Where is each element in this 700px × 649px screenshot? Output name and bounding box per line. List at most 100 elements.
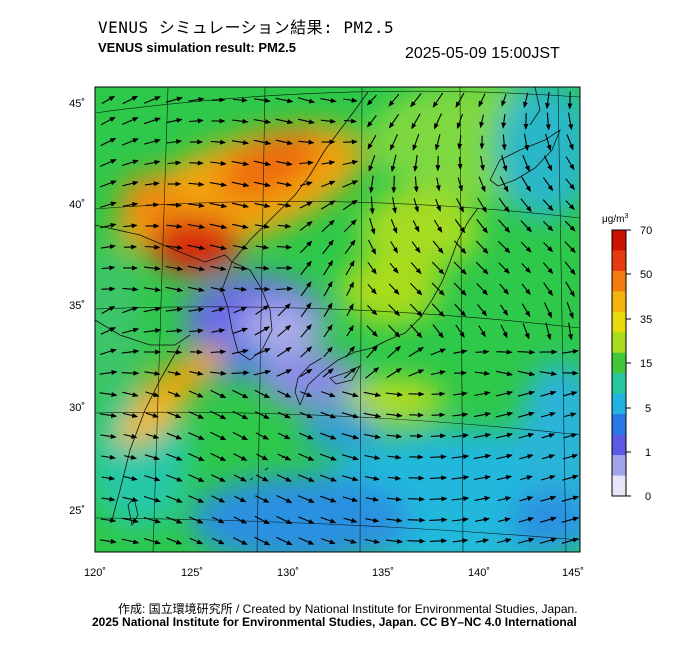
title-japanese: VENUS シミュレーション結果: PM2.5 — [98, 18, 395, 37]
wind-arrow — [253, 139, 272, 146]
wind-arrow — [167, 391, 181, 397]
wind-arrow — [341, 433, 360, 440]
wind-arrow — [188, 202, 205, 208]
wind-arrow — [165, 474, 183, 482]
wind-arrow — [521, 176, 531, 193]
wind-arrow — [254, 389, 271, 399]
wind-arrow — [121, 159, 139, 167]
wind-arrow — [254, 515, 270, 525]
wind-arrow — [300, 302, 312, 318]
wind-arrow — [166, 349, 183, 355]
wind-arrow — [367, 305, 378, 316]
wind-arrow — [321, 219, 335, 233]
wind-arrow — [500, 324, 508, 339]
wind-arrow — [320, 495, 337, 503]
wind-arrow — [300, 324, 312, 338]
wind-arrow — [144, 475, 161, 482]
wind-arrow — [232, 431, 248, 441]
wind-arrow — [540, 390, 557, 397]
wind-arrow — [100, 327, 117, 335]
wind-arrow — [565, 281, 575, 298]
wind-arrow — [166, 537, 183, 545]
graticule — [95, 87, 580, 552]
wind-arrow — [342, 496, 359, 503]
wind-arrow — [321, 160, 336, 166]
wind-arrow — [233, 286, 248, 292]
wind-arrow — [188, 181, 205, 187]
wind-arrow — [451, 475, 470, 481]
wind-arrow — [341, 454, 359, 461]
wind-arrow — [276, 181, 293, 187]
wind-arrow — [407, 538, 426, 544]
wind-arrow — [501, 134, 507, 151]
wind-arrow — [387, 475, 402, 481]
wind-arrow — [430, 433, 447, 439]
wind-arrow — [431, 261, 445, 275]
wind-arrow — [475, 349, 490, 355]
wind-arrow — [479, 155, 485, 172]
wind-arrow — [143, 537, 161, 545]
wind-arrow — [321, 180, 336, 188]
wind-arrow — [435, 177, 441, 192]
wind-arrow — [499, 283, 509, 295]
wind-arrow — [300, 281, 312, 297]
wind-arrow — [144, 265, 161, 271]
wind-arrow — [457, 156, 463, 170]
wind-arrow — [275, 139, 294, 146]
wind-arrow — [476, 283, 488, 296]
colorbar-unit: μg/m3 — [602, 213, 628, 225]
wind-arrow — [478, 93, 486, 108]
wind-arrow — [166, 453, 183, 461]
wind-arrow — [144, 454, 160, 461]
wind-arrow — [143, 495, 161, 503]
wind-arrow — [189, 370, 204, 376]
wind-arrow — [519, 454, 534, 460]
wind-arrow — [561, 495, 580, 502]
wind-arrow — [145, 412, 159, 418]
wind-arrow — [477, 304, 488, 317]
wind-arrow — [210, 370, 227, 376]
wind-arrow — [517, 390, 536, 397]
wind-arrow — [342, 475, 359, 482]
wind-arrow — [254, 326, 271, 336]
wind-arrow — [517, 370, 536, 377]
wind-arrow — [473, 474, 491, 481]
wind-arrow — [564, 412, 577, 418]
wind-arrow — [474, 391, 491, 397]
wind-arrow — [233, 265, 248, 271]
wind-arrow — [100, 116, 116, 126]
wind-arrow — [122, 95, 139, 105]
wind-arrow — [99, 159, 117, 167]
credit-line-1: 作成: 国立環境研究所 / Created by National Instit… — [118, 602, 578, 616]
wind-arrow — [300, 346, 313, 358]
wind-arrow — [430, 454, 447, 460]
wind-arrow — [145, 202, 160, 208]
wind-arrow — [211, 495, 226, 503]
wind-arrow — [368, 239, 376, 255]
wind-vectors — [99, 91, 580, 546]
wind-arrow — [389, 134, 399, 151]
wind-arrow — [367, 261, 377, 275]
wind-arrow — [452, 517, 469, 523]
wind-arrow — [166, 223, 183, 229]
wind-arrow — [520, 220, 532, 233]
wind-arrow — [234, 495, 247, 503]
wind-arrow — [346, 324, 354, 337]
wind-arrow — [540, 495, 557, 502]
wind-arrow — [521, 263, 531, 274]
wind-arrow — [565, 200, 575, 211]
wind-arrow — [297, 495, 315, 503]
colorbar-cell — [612, 434, 626, 456]
wind-arrow — [231, 140, 249, 145]
wind-arrow — [145, 391, 160, 397]
wind-arrow — [298, 432, 314, 440]
wind-arrow — [432, 240, 444, 254]
wind-arrow — [453, 391, 468, 397]
wind-arrow — [209, 202, 228, 209]
wind-arrow — [342, 391, 359, 398]
wind-arrow — [188, 411, 205, 419]
wind-arrow — [210, 410, 227, 420]
wind-arrow — [300, 240, 313, 254]
lat-label-40: 40˚ — [69, 199, 85, 211]
wind-arrow — [320, 98, 337, 103]
